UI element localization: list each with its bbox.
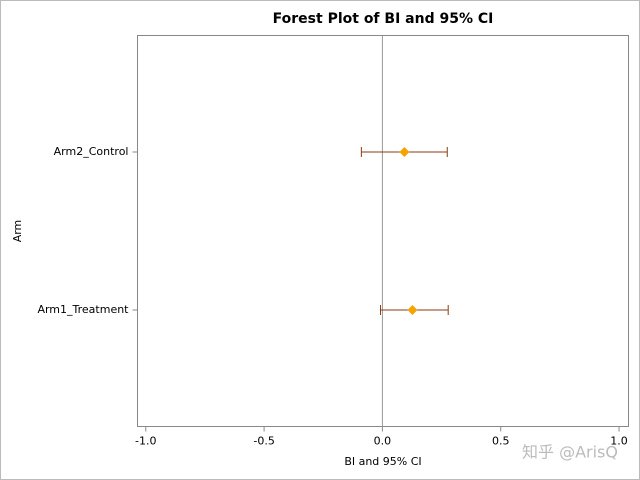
x-tick-label: -0.5 <box>253 435 274 448</box>
plot-area <box>137 35 629 427</box>
x-tick-label: 0.5 <box>492 435 510 448</box>
chart-title: Forest Plot of BI and 95% CI <box>273 11 494 27</box>
point <box>399 147 410 157</box>
watermark: 知乎 @ArisQ <box>522 443 618 462</box>
x-axis-label: BI and 95% CI <box>344 455 421 468</box>
y-tick-label: Arm1_Treatment <box>37 303 129 316</box>
x-tick-label: 1.0 <box>610 435 628 448</box>
x-tick-label: 0.0 <box>374 435 392 448</box>
y-tick-label: Arm2_Control <box>54 145 129 158</box>
y-axis-label: Arm <box>11 220 24 243</box>
point <box>407 305 418 315</box>
x-tick-label: -1.0 <box>135 435 156 448</box>
